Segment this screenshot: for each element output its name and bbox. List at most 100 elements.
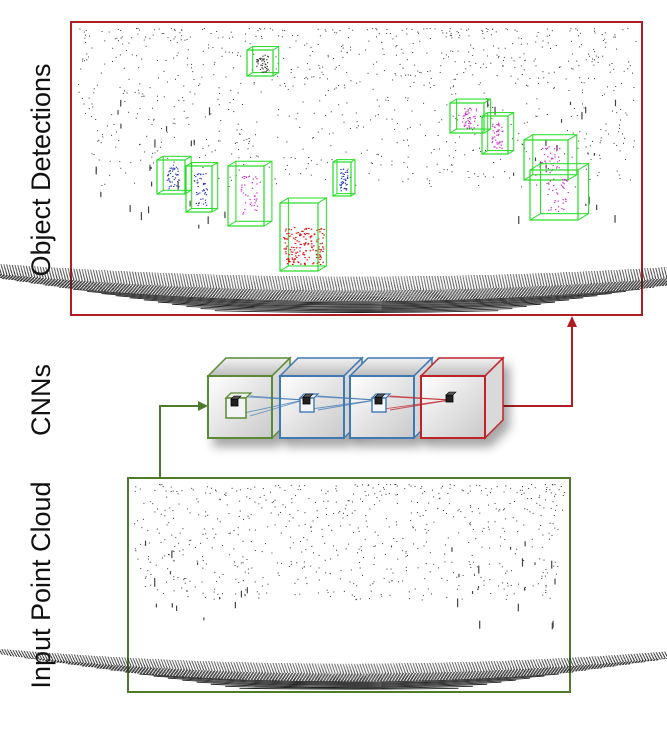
car-points	[289, 235, 292, 237]
scan-point	[219, 499, 221, 501]
sparse-points	[261, 67, 263, 69]
box-front-face	[332, 161, 352, 197]
scan-point	[123, 90, 125, 92]
scan-point	[275, 56, 277, 58]
scan-point	[470, 44, 472, 46]
cyclist-points	[497, 134, 499, 136]
cyclist-points	[467, 113, 469, 115]
scan-point	[391, 580, 393, 582]
scan-ring	[38, 659, 660, 676]
scan-point	[120, 123, 122, 129]
scan-point	[587, 77, 589, 79]
scan-point	[245, 589, 247, 591]
box-edge	[227, 160, 237, 167]
scan-point	[355, 112, 357, 114]
scan-point	[243, 139, 245, 141]
scan-point	[284, 85, 286, 87]
scan-point	[214, 149, 216, 151]
scan-point	[176, 55, 178, 57]
scan-point	[173, 551, 175, 553]
scan-point	[248, 142, 250, 144]
scan-point	[335, 87, 337, 89]
scan-point	[189, 540, 191, 542]
scan-point	[277, 136, 279, 138]
cyclist-points	[560, 184, 563, 186]
sparse-points	[262, 63, 264, 65]
car-points	[300, 234, 303, 236]
scan-point	[396, 524, 398, 526]
scan-point	[503, 588, 505, 590]
scan-point	[143, 95, 145, 97]
scan-point	[507, 582, 509, 584]
scan-point	[228, 554, 230, 556]
scan-point	[170, 486, 172, 488]
scan-point	[231, 52, 233, 54]
scan-point	[408, 145, 410, 147]
scan-point	[357, 125, 359, 127]
scan-point	[140, 568, 142, 570]
scan-point	[529, 158, 531, 160]
scan-ring	[239, 687, 459, 690]
scan-point	[167, 554, 169, 556]
scan-point	[394, 484, 396, 486]
scan-point	[487, 504, 489, 506]
scan-point	[481, 29, 483, 31]
scan-point	[225, 51, 227, 53]
scan-point	[213, 63, 215, 65]
scan-point	[464, 154, 466, 156]
scan-point	[183, 100, 185, 102]
scan-point	[360, 550, 362, 552]
scan-point	[398, 581, 400, 583]
scan-point	[426, 166, 428, 168]
scan-point	[469, 522, 471, 524]
scan-point	[317, 516, 319, 518]
scan-ring	[67, 663, 631, 678]
scan-point	[344, 84, 346, 86]
scan-point	[151, 156, 153, 158]
cnn-to-detections-arrow	[500, 316, 577, 407]
scan-ring	[72, 288, 641, 303]
scan-point	[538, 108, 540, 110]
scan-point	[201, 76, 203, 78]
scan-point	[488, 529, 490, 531]
pedestrian-points	[204, 192, 207, 194]
scan-point	[371, 162, 373, 164]
scan-point	[319, 100, 321, 102]
scan-point	[373, 545, 375, 547]
pedestrian-points	[173, 184, 176, 186]
scan-point	[442, 510, 444, 512]
scan-point	[330, 595, 332, 597]
scan-point	[325, 507, 327, 509]
scan-point	[458, 37, 460, 39]
box-edge	[481, 150, 488, 155]
car-points	[311, 263, 314, 265]
scan-point	[225, 492, 227, 494]
cyclist-points	[555, 188, 557, 190]
sparse-points	[262, 55, 264, 57]
scan-point	[417, 70, 419, 72]
scan-point	[377, 114, 379, 116]
pedestrian-points	[178, 179, 180, 181]
cyclist-points	[554, 156, 556, 158]
scan-point	[358, 53, 360, 55]
cyclist-points	[563, 209, 565, 211]
scan-ring	[115, 295, 598, 306]
scan-point	[496, 486, 498, 488]
scan-point	[569, 30, 571, 32]
scan-point	[507, 29, 509, 31]
box-front-face	[185, 165, 213, 213]
scan-point	[368, 40, 370, 42]
scan-point	[628, 61, 630, 63]
cyclist-points	[563, 179, 565, 181]
scan-point	[540, 524, 542, 526]
scan-point	[386, 484, 388, 486]
cyclist-points	[553, 201, 556, 203]
scan-point	[478, 84, 480, 86]
box-edge	[246, 46, 253, 51]
pedestrian-points	[205, 173, 207, 175]
scan-point	[536, 502, 538, 504]
scan-point	[489, 579, 491, 581]
scan-point	[249, 175, 251, 177]
scan-point	[627, 68, 629, 70]
cyclist-points	[501, 130, 503, 133]
